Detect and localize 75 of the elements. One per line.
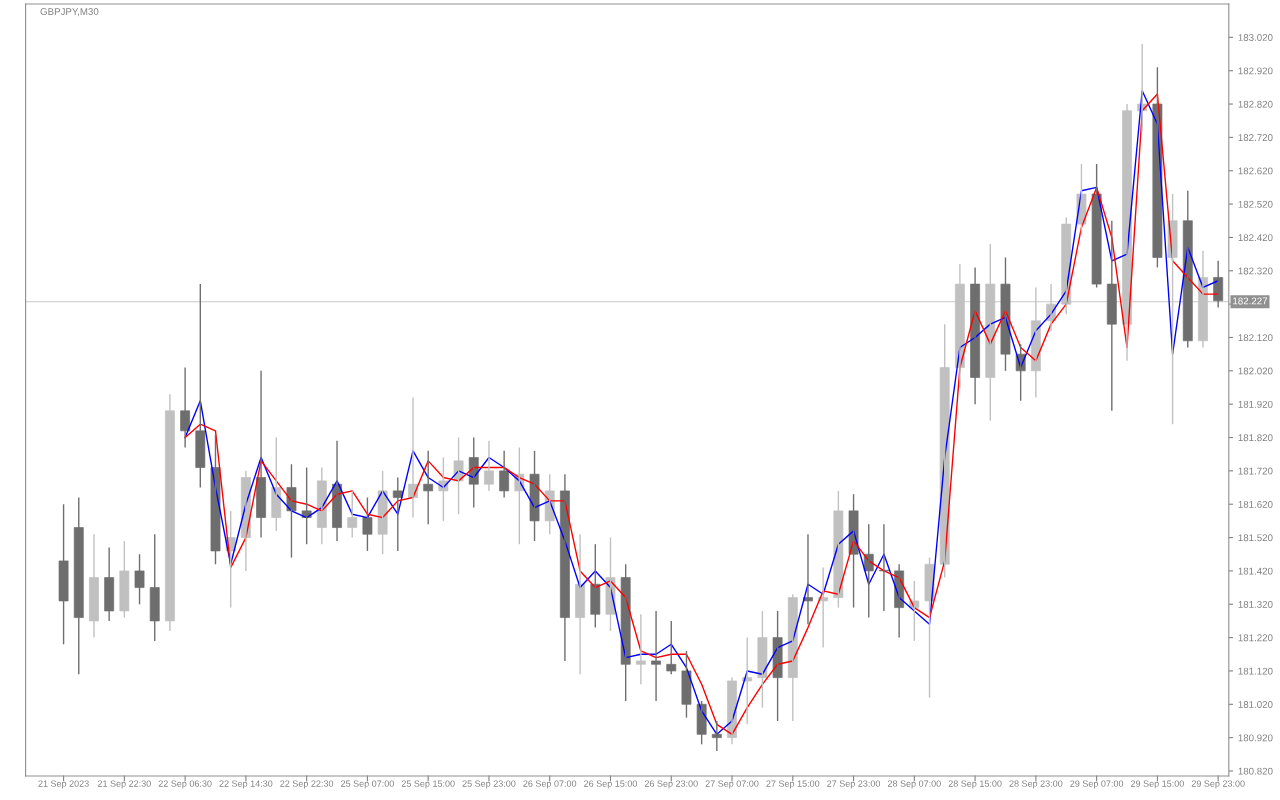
y-tick-label: 182.720 — [1238, 134, 1273, 142]
y-tick-label: 181.720 — [1238, 467, 1273, 475]
x-tick-label: 26 Sep 07:00 — [523, 780, 577, 789]
candlestick — [58, 503, 69, 645]
x-tick-label: 27 Sep 15:00 — [766, 780, 820, 789]
candlestick — [453, 436, 464, 515]
x-tick-label: 29 Sep 15:00 — [1131, 780, 1184, 789]
x-tick-label: 22 Sep 14:30 — [219, 780, 273, 789]
chart-title: GBPJPY,M30 — [40, 8, 99, 17]
candlestick — [620, 563, 631, 702]
candlestick — [301, 466, 312, 545]
y-tick-label: 181.520 — [1238, 534, 1273, 542]
y-tick-label: 181.020 — [1238, 701, 1273, 708]
x-tick-label: 27 Sep 07:00 — [705, 780, 759, 789]
y-tick-label: 182.120 — [1238, 334, 1273, 342]
candlestick — [772, 610, 783, 722]
candlestick — [529, 450, 540, 542]
candlestick — [666, 620, 677, 675]
candlestick — [757, 610, 768, 709]
candlestick — [651, 610, 661, 702]
y-tick-label: 181.920 — [1238, 400, 1273, 408]
candlestick — [362, 496, 373, 552]
candlestick — [879, 523, 889, 612]
candlestick — [149, 533, 160, 642]
x-tick-label: 29 Sep 23:00 — [1191, 780, 1245, 789]
candlestick — [1091, 163, 1102, 289]
y-tick-label: 181.420 — [1238, 567, 1273, 575]
x-tick-label: 29 Sep 07:00 — [1070, 780, 1124, 789]
candlestick — [73, 496, 84, 675]
x-tick-label: 28 Sep 07:00 — [887, 780, 941, 789]
candlestick — [848, 493, 859, 609]
candlestick — [286, 463, 297, 559]
x-tick-label: 28 Sep 15:00 — [948, 780, 1002, 789]
x-tick-label: 25 Sep 23:00 — [462, 780, 516, 789]
y-tick-label: 182.920 — [1238, 67, 1273, 75]
x-tick-label: 27 Sep 23:00 — [827, 780, 881, 789]
y-tick-label: 182.020 — [1238, 367, 1273, 375]
candlestick — [438, 456, 449, 522]
x-tick-label: 21 Sep 2023 — [38, 780, 89, 789]
candlestick — [1000, 256, 1011, 372]
x-tick-label: 21 Sep 22:30 — [97, 780, 151, 789]
y-tick-label: 181.220 — [1238, 634, 1273, 642]
y-tick-label: 182.420 — [1238, 234, 1273, 242]
y-tick-label: 181.620 — [1238, 500, 1273, 508]
candlestick — [119, 540, 130, 619]
y-tick-label: 183.020 — [1238, 34, 1273, 41]
candlestick — [833, 490, 844, 609]
candlestick — [1152, 66, 1163, 269]
x-tick-label: 22 Sep 06:30 — [158, 780, 212, 789]
y-tick-label: 182.520 — [1238, 200, 1273, 208]
candlestick — [696, 700, 707, 746]
candlestick — [134, 553, 145, 605]
y-tick-label: 182.320 — [1238, 267, 1273, 275]
y-tick-label: 182.820 — [1238, 100, 1273, 108]
y-tick-label: 180.820 — [1238, 767, 1273, 775]
candlestick — [635, 613, 646, 685]
x-tick-label: 25 Sep 15:00 — [401, 780, 455, 789]
x-tick-label: 22 Sep 22:30 — [280, 780, 334, 789]
x-tick-label: 25 Sep 07:00 — [341, 780, 394, 789]
candlestick — [347, 490, 358, 539]
y-tick-label: 181.320 — [1238, 600, 1273, 608]
y-tick-label: 181.820 — [1238, 434, 1273, 442]
x-tick-label: 26 Sep 23:00 — [644, 780, 698, 789]
x-tick-label: 28 Sep 23:00 — [1009, 780, 1063, 789]
candlestick — [681, 650, 692, 719]
candlestick — [377, 470, 388, 555]
ref-line-label: 182.227 — [1233, 297, 1268, 305]
y-tick-label: 181.120 — [1238, 667, 1273, 675]
candlestick — [742, 636, 753, 726]
candlestick — [590, 543, 601, 629]
x-tick-label: 26 Sep 15:00 — [584, 780, 637, 789]
y-tick-label: 180.920 — [1238, 734, 1273, 742]
candlestick — [195, 283, 206, 489]
y-tick-label: 182.620 — [1238, 167, 1273, 175]
candlestick — [210, 433, 221, 565]
